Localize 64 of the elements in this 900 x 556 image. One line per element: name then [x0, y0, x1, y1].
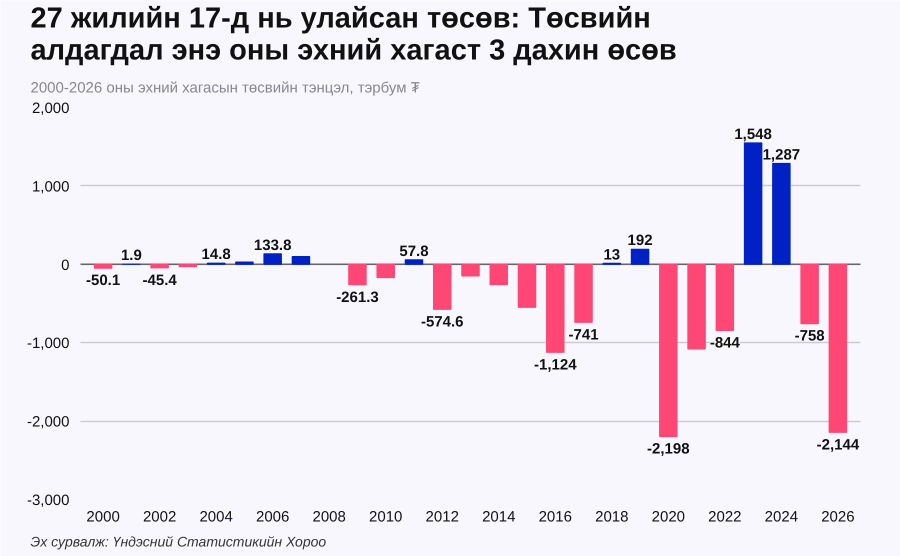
data-label: 133.8: [254, 236, 292, 254]
y-tick-label: 1,000: [32, 178, 70, 196]
data-label: -2,198: [647, 440, 690, 458]
x-tick-label: 2012: [426, 508, 459, 526]
data-label: 57.8: [399, 242, 429, 260]
y-tick-label: -3,000: [26, 492, 70, 509]
chart-subtitle: 2000-2026 оны эхний хагасын төсвийн тэнцэл, тэрбум ₮: [30, 80, 420, 96]
x-tick-label: 2024: [764, 508, 798, 526]
data-label: 14.8: [202, 246, 231, 264]
bar: [404, 259, 424, 265]
bar: [630, 248, 650, 265]
data-label: -758: [794, 328, 825, 345]
bar: [94, 264, 112, 269]
bar: [432, 264, 452, 310]
bar: [292, 256, 310, 265]
data-label: 192: [628, 232, 653, 250]
bar: [659, 264, 678, 438]
x-tick-label: 2014: [482, 508, 516, 526]
x-tick-label: 2018: [595, 508, 628, 526]
bar: [687, 264, 706, 350]
data-label: 1.9: [120, 247, 142, 264]
y-tick-label: -2,000: [26, 414, 70, 431]
y-tick-label: 0: [61, 256, 70, 274]
data-label: -1,124: [534, 356, 578, 374]
text: Эх сурвалж: Үндэсний Статистикийн Хороо: [30, 534, 326, 550]
bar: [150, 264, 169, 268]
bar: [744, 142, 762, 265]
data-label: -261.3: [336, 288, 379, 306]
bar: [574, 264, 593, 323]
bar: [263, 253, 282, 265]
bar: [828, 264, 848, 433]
bar: [376, 264, 395, 278]
bar: [235, 261, 254, 265]
bar: [461, 264, 480, 277]
x-tick-label: 2006: [256, 508, 290, 526]
bar: [546, 264, 565, 353]
bar: [716, 264, 734, 331]
data-label: 1,548: [734, 126, 772, 143]
x-tick-label: 2022: [708, 508, 742, 526]
x-tick-label: 2020: [652, 508, 686, 526]
data-label: -574.6: [420, 313, 464, 330]
y-tick-label: 2,000: [32, 100, 70, 117]
bar: [772, 162, 791, 265]
bar: [178, 264, 198, 268]
x-tick-label: 2016: [538, 508, 572, 526]
x-tick-label: 2010: [369, 508, 402, 526]
bar: [800, 264, 819, 324]
x-tick-label: 2008: [312, 508, 346, 526]
chart-title: 27 жилийн 17-д нь улайсан төсөв: Төсвийн алдагдал энэ оны эхний хагаст 3 дахин өсөв: [30, 2, 677, 66]
data-label: -50.1: [86, 272, 120, 290]
data-label: 1,287: [762, 146, 800, 164]
bar: [348, 264, 367, 286]
data-label: -2,144: [816, 436, 860, 454]
x-tick-label: 2026: [821, 508, 855, 526]
data-label: -45.4: [142, 272, 178, 289]
x-tick-label: 2000: [86, 508, 120, 526]
data-label: -844: [710, 334, 741, 352]
x-tick-label: 2002: [142, 508, 176, 526]
bar: [518, 264, 536, 308]
data-label: -741: [568, 326, 599, 344]
y-tick-label: -1,000: [26, 335, 70, 352]
x-tick-label: 2004: [199, 508, 233, 526]
data-label: 13: [603, 246, 620, 264]
bar: [490, 264, 508, 286]
